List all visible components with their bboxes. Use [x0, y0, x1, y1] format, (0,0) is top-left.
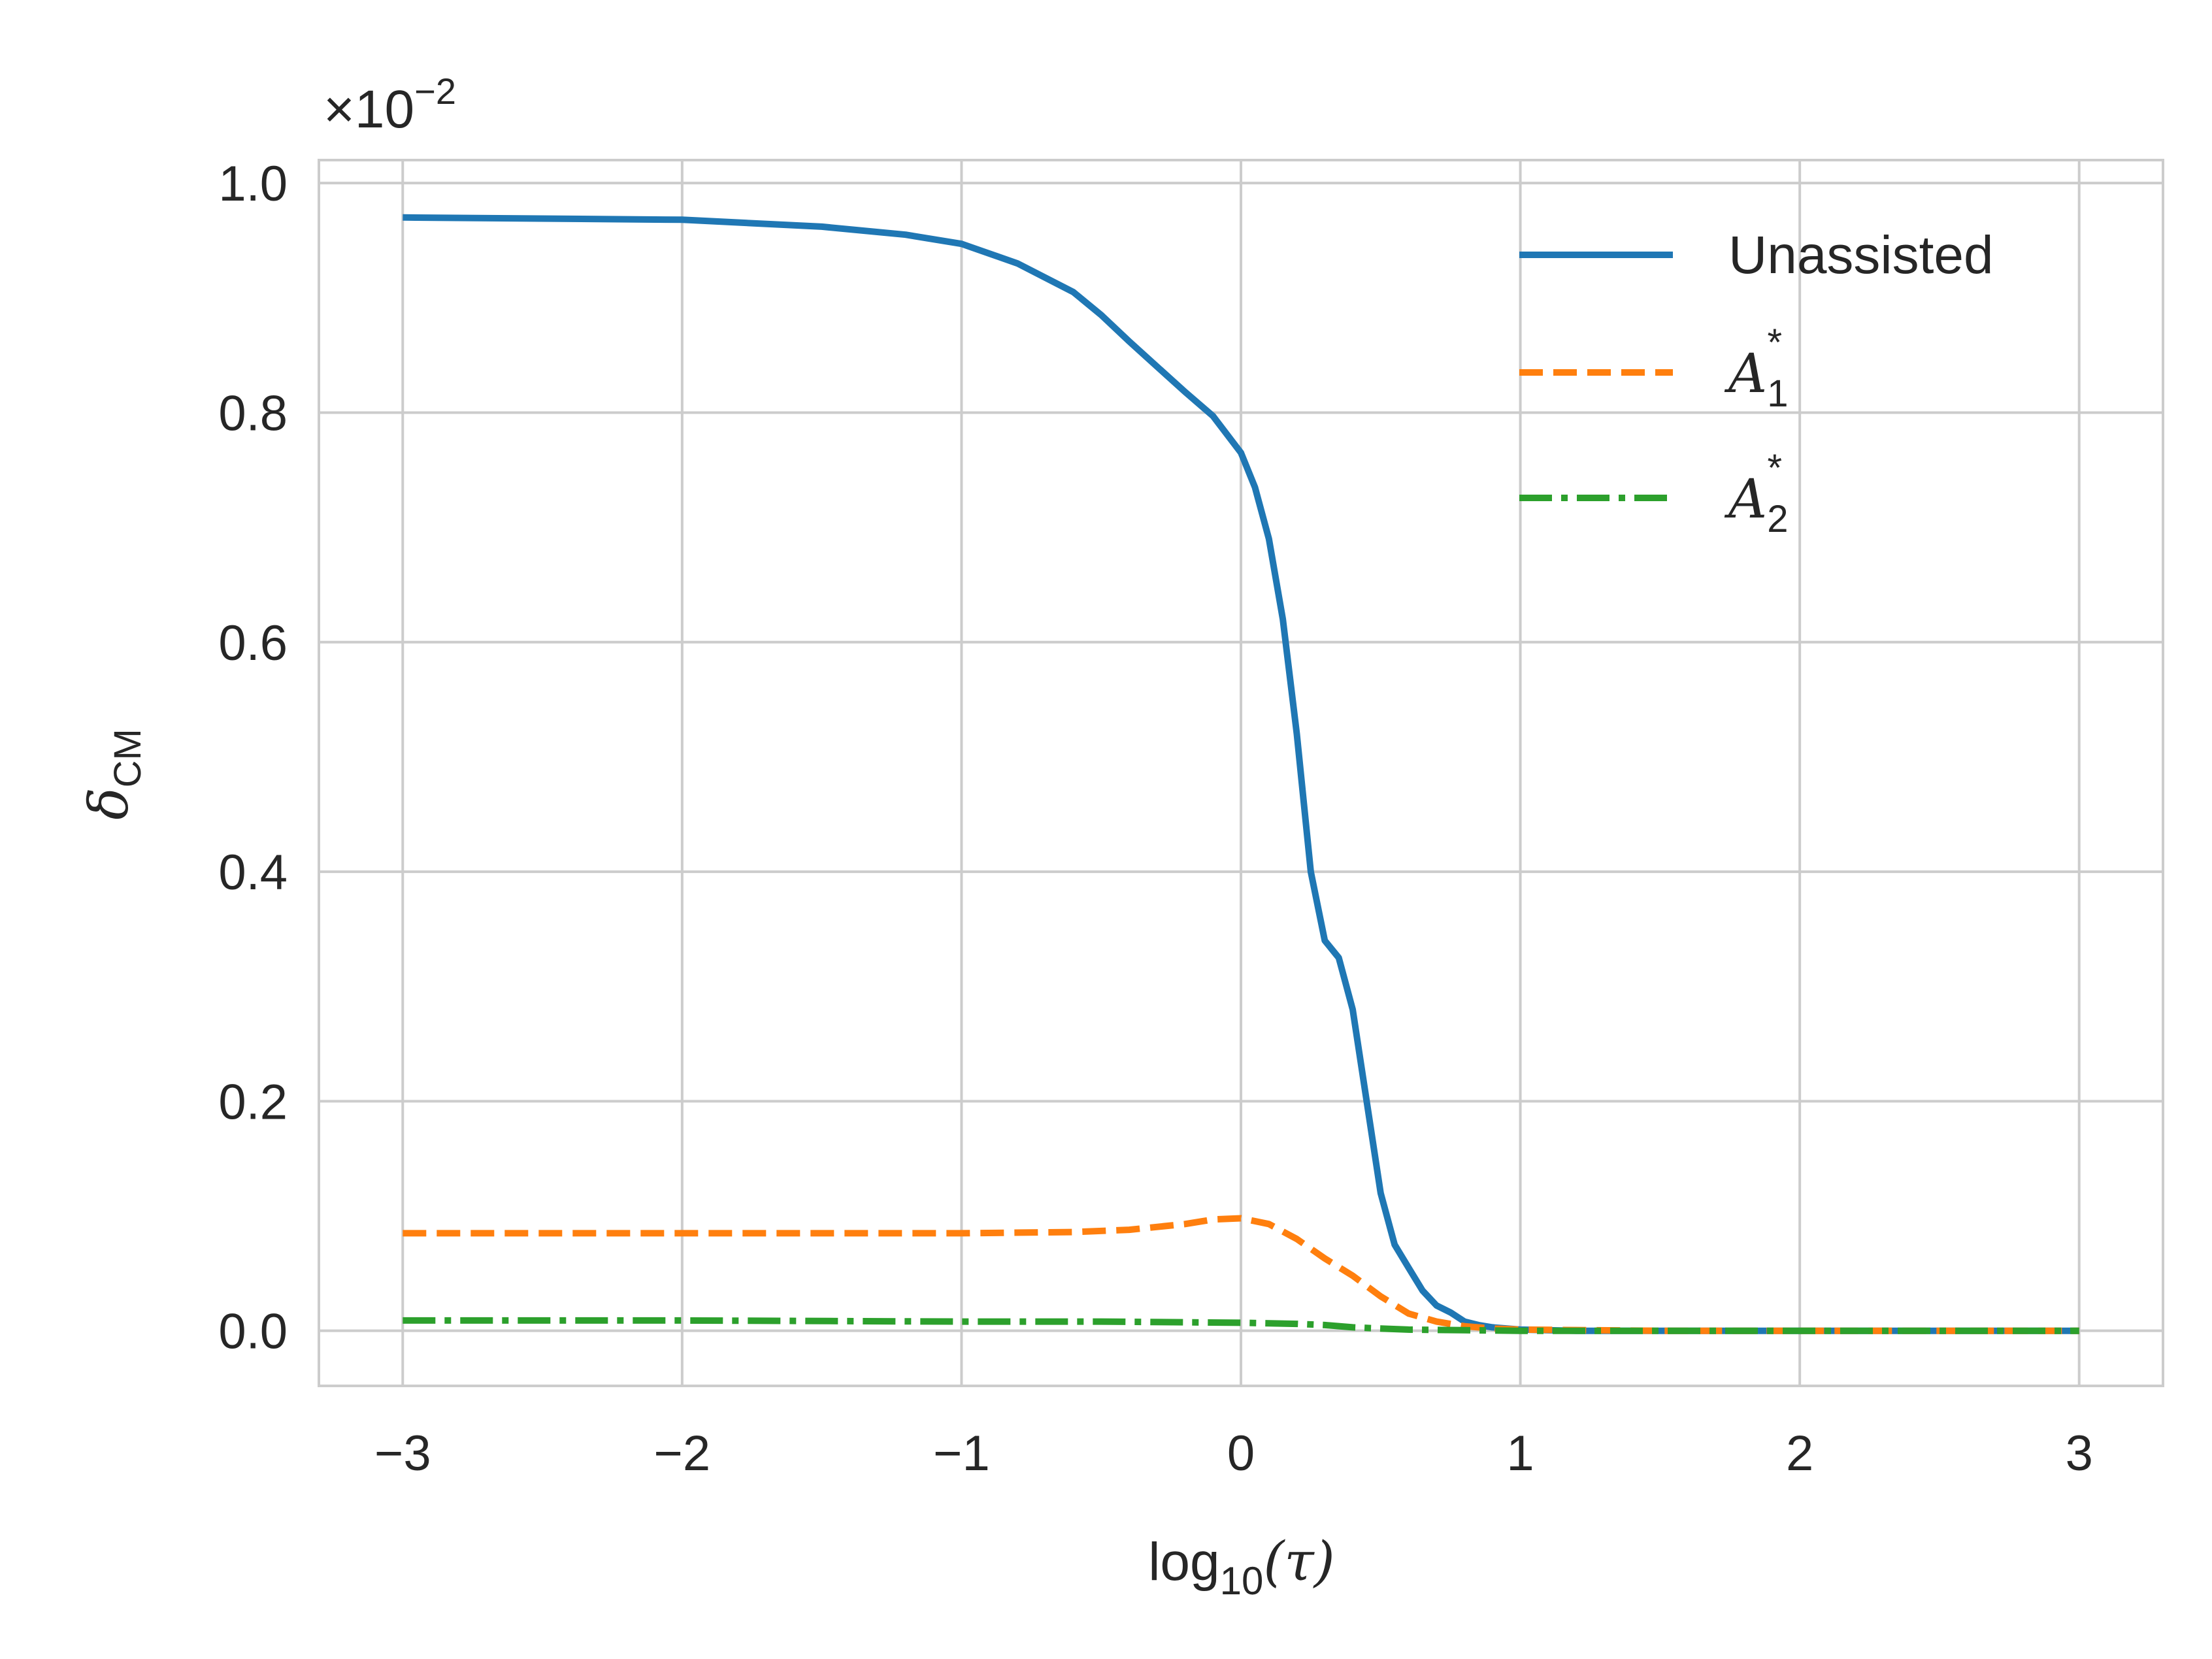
x-tick-labels: −3 −2 −1 0 1 2 3 — [374, 1426, 2093, 1481]
x-axis-label: log10(τ) — [1148, 1531, 1335, 1603]
x-tick-label: 0 — [1227, 1426, 1255, 1481]
series-line-unassisted — [403, 214, 2079, 1334]
grid — [319, 160, 2163, 1386]
plot-frame — [318, 159, 2164, 1387]
x-tick-label: −3 — [374, 1426, 431, 1481]
series-line-a2 — [403, 1317, 2079, 1334]
x-tick-label: −2 — [654, 1426, 711, 1481]
y-axis-label: δCM — [78, 729, 149, 820]
y-tick-label: 1.0 — [218, 156, 288, 212]
x-tick-label: 2 — [1786, 1426, 1813, 1481]
y-tick-label: 0.2 — [218, 1074, 288, 1130]
series-layer — [403, 214, 2079, 1334]
x-tick-label: 1 — [1506, 1426, 1534, 1481]
x-tick-label: −1 — [933, 1426, 990, 1481]
legend-label-unassisted: Unassisted — [1728, 225, 1994, 285]
svg-text:δCM: δCM — [78, 729, 149, 820]
legend-label-a2: A2* — [1724, 447, 1788, 540]
x-tick-label: 3 — [2066, 1426, 2093, 1481]
y-tick-label: 0.0 — [218, 1304, 288, 1360]
legend: Unassisted A1* A2* — [1519, 225, 1994, 540]
y-multiplier: ×10−2 — [323, 71, 456, 139]
y-tick-label: 0.8 — [218, 386, 288, 441]
y-tick-label: 0.4 — [218, 845, 288, 900]
legend-label-a1: A1* — [1724, 321, 1788, 415]
y-tick-labels: 0.0 0.2 0.4 0.6 0.8 1.0 — [218, 156, 288, 1360]
y-tick-label: 0.6 — [218, 616, 288, 671]
